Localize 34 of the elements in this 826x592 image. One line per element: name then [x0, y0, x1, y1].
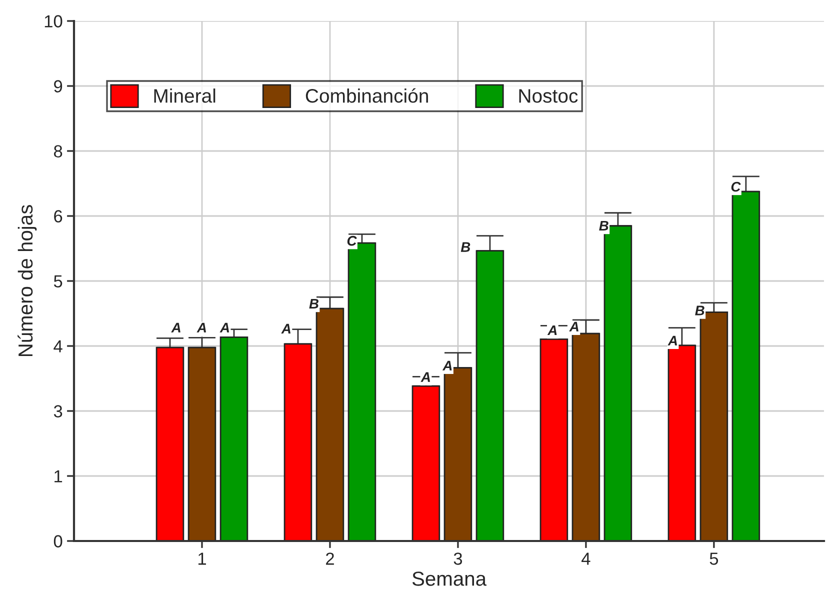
y-tick-label: 1	[54, 470, 62, 482]
x-tick-label: 4	[582, 552, 590, 565]
legend-label: Nostoc	[519, 89, 578, 103]
legend-label: Combinanción	[306, 88, 428, 103]
annotation: B	[460, 242, 470, 252]
annotation: B	[309, 298, 318, 309]
annotation: A	[171, 322, 180, 332]
annotation: A	[196, 322, 206, 332]
x-tick-label: 2	[326, 552, 334, 565]
y-tick-label: 8	[54, 145, 62, 158]
x-tick-label: 3	[454, 552, 462, 565]
annotation: A	[668, 336, 677, 346]
annotation: A	[547, 325, 557, 336]
annotation: B	[695, 306, 704, 316]
y-tick-label: 0	[54, 535, 62, 548]
annotation: A	[569, 322, 578, 332]
annotation: A	[220, 322, 230, 332]
x-tick-label: 5	[710, 552, 718, 565]
annotation: B	[599, 220, 608, 231]
legend-label: Mineral	[154, 88, 216, 103]
annotation: C	[731, 182, 741, 192]
y-tick-label: 3	[54, 405, 62, 418]
y-axis-title: Número de hojas	[18, 205, 37, 356]
annotation: A	[281, 324, 290, 334]
annotation: A	[420, 372, 430, 382]
y-tick-label: 5	[54, 275, 62, 288]
y-tick-label: 10	[44, 15, 62, 28]
y-tick-label: 9	[54, 80, 62, 92]
y-tick-label: 6	[54, 210, 62, 222]
x-tick-label: 1	[198, 552, 206, 565]
annotation: A	[442, 360, 452, 370]
y-tick-label: 4	[54, 340, 62, 352]
x-axis-title: Semana	[412, 572, 487, 586]
annotation: C	[347, 236, 357, 246]
